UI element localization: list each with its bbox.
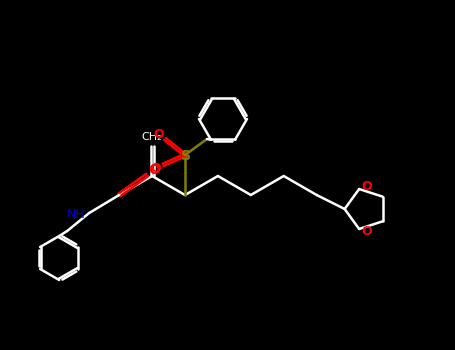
Text: O: O	[151, 162, 162, 175]
Text: CH₂: CH₂	[142, 132, 162, 142]
Text: O: O	[362, 180, 373, 193]
Text: O: O	[148, 163, 160, 177]
Text: S: S	[181, 149, 191, 163]
Text: NH: NH	[67, 209, 86, 222]
Text: O: O	[154, 127, 164, 140]
Text: O: O	[362, 225, 373, 238]
